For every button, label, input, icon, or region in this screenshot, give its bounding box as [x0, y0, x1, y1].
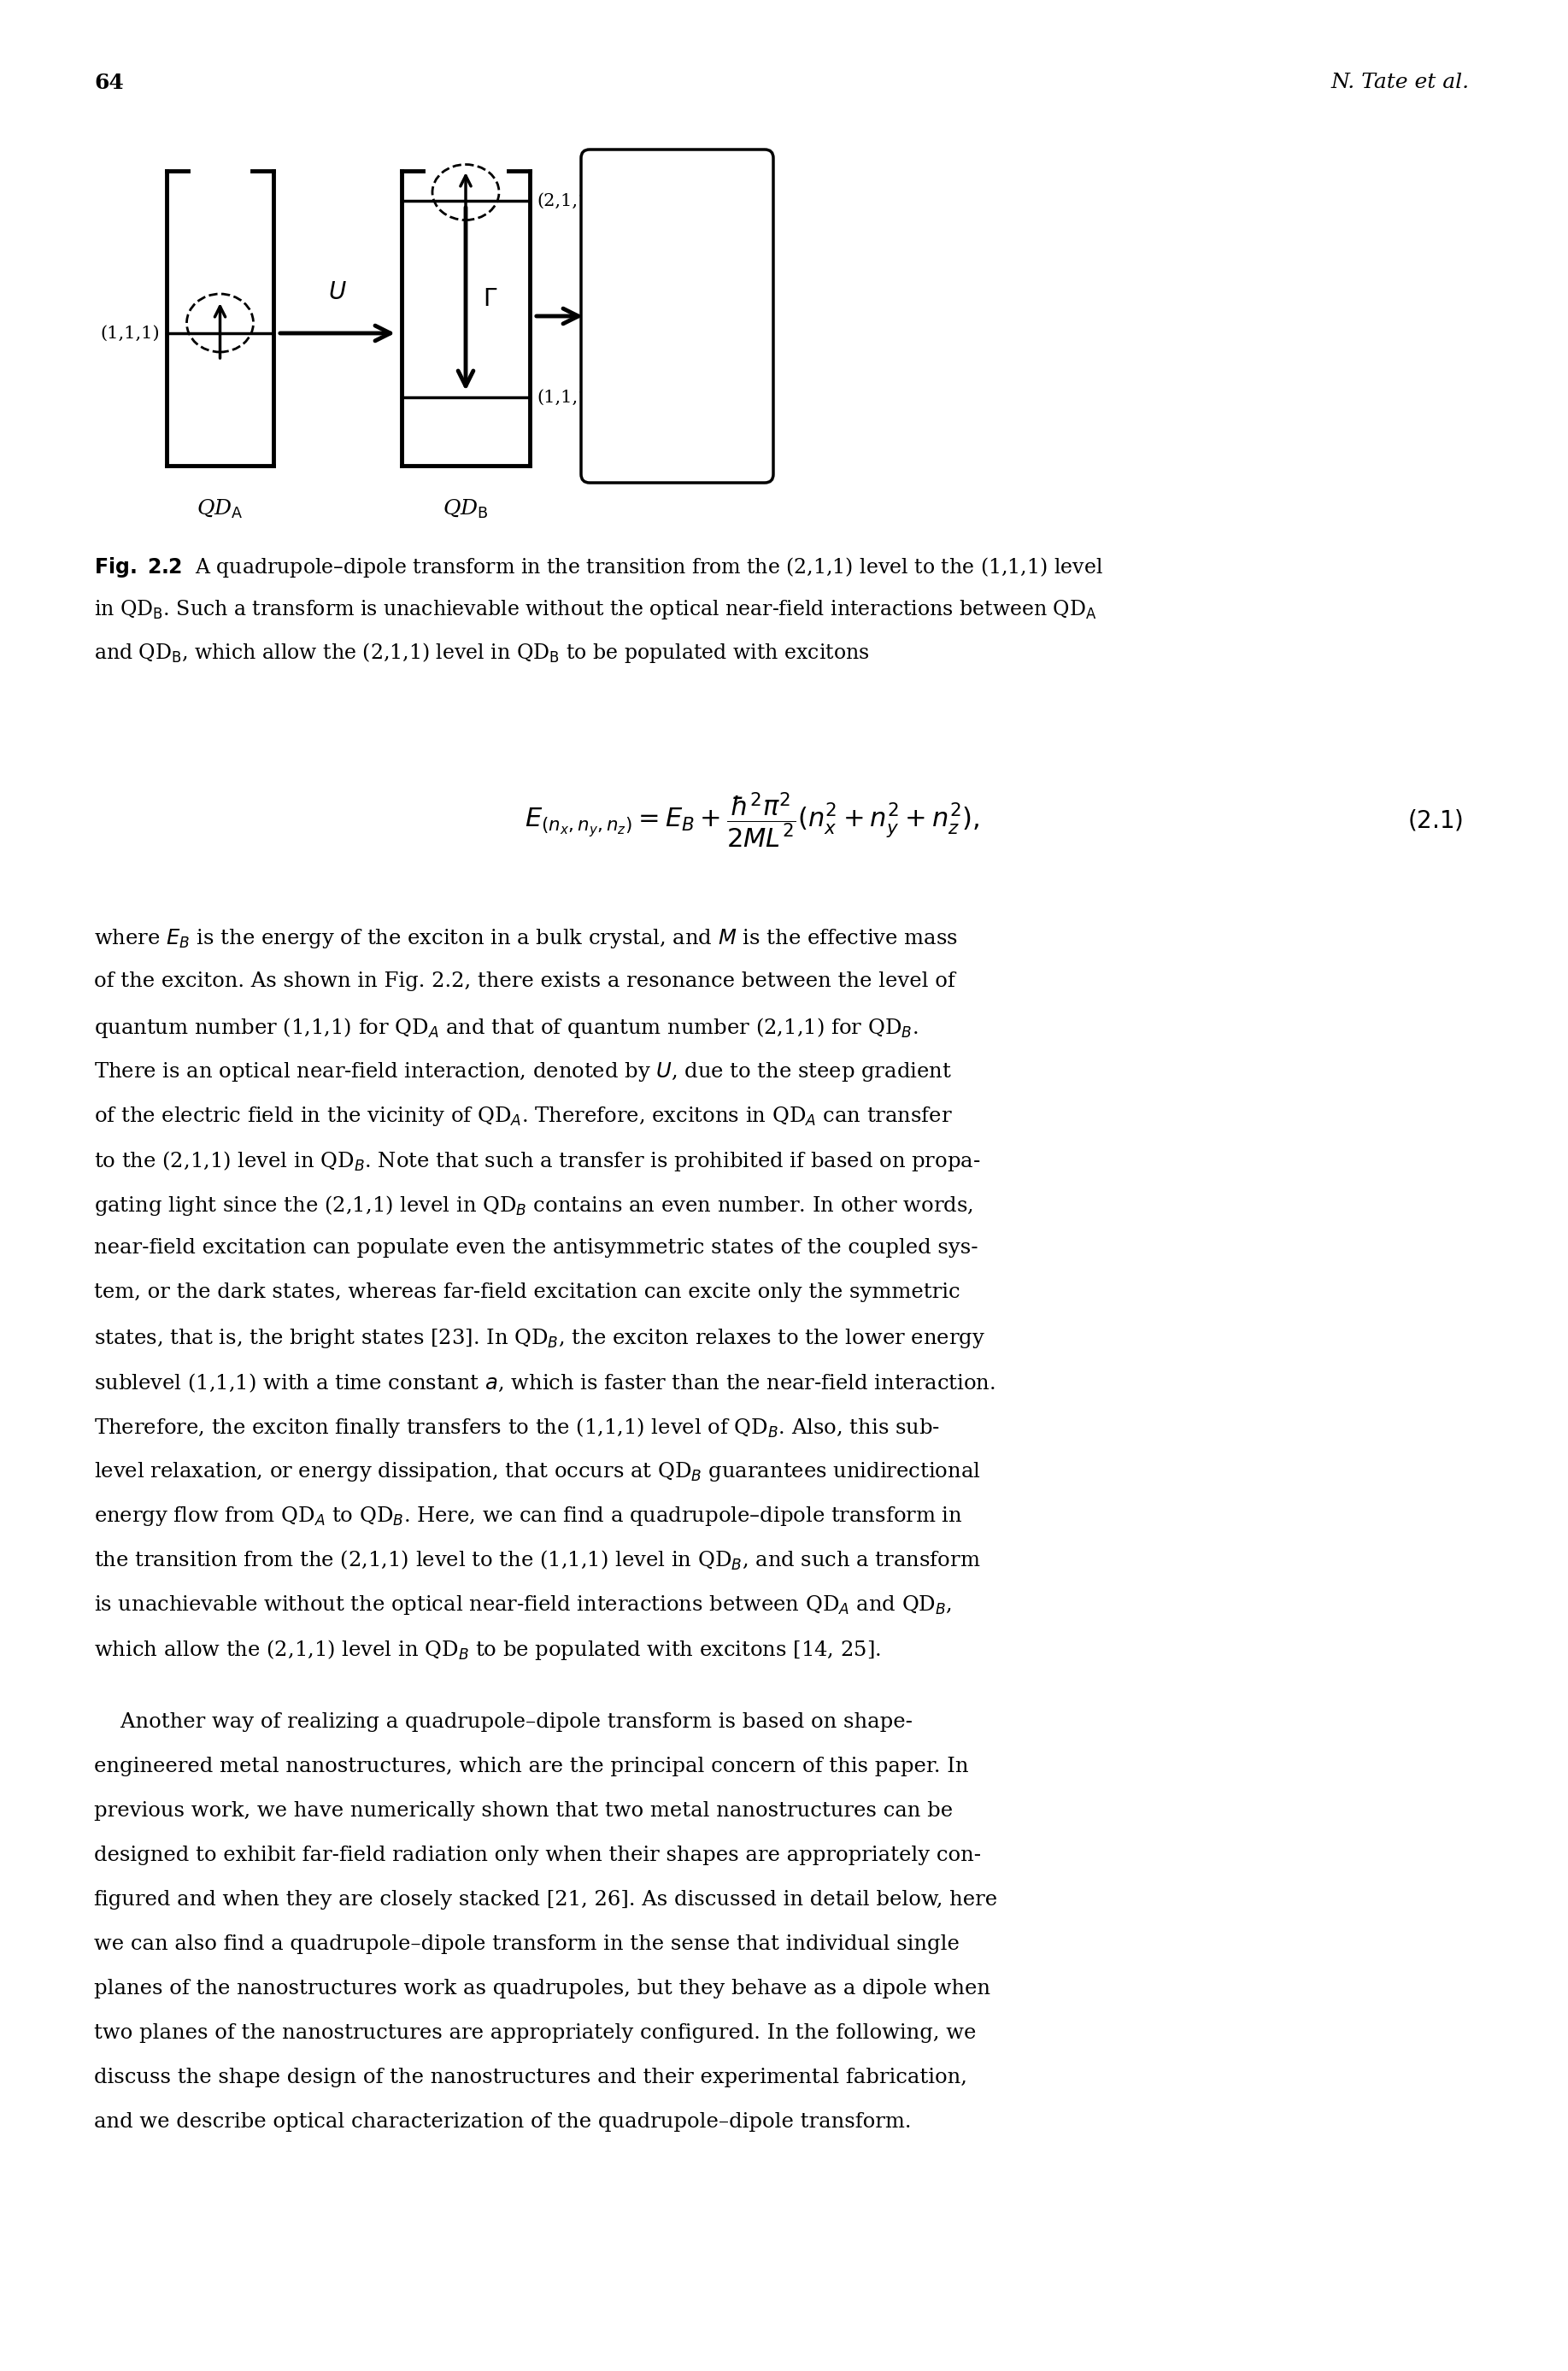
Text: which allow the (2,1,1) level in QD$_B$ to be populated with excitons [14, 25].: which allow the (2,1,1) level in QD$_B$ …	[94, 1638, 881, 1662]
Text: and we describe optical characterization of the quadrupole–dipole transform.: and we describe optical characterization…	[94, 2113, 911, 2132]
Text: tem, or the dark states, whereas far-field excitation can excite only the symmet: tem, or the dark states, whereas far-fie…	[94, 1283, 960, 1302]
Text: discuss the shape design of the nanostructures and their experimental fabricatio: discuss the shape design of the nanostru…	[94, 2068, 967, 2086]
Text: we can also find a quadrupole–dipole transform in the sense that individual sing: we can also find a quadrupole–dipole tra…	[94, 1935, 960, 1954]
Text: Therefore, the exciton finally transfers to the (1,1,1) level of QD$_B$. Also, t: Therefore, the exciton finally transfers…	[94, 1415, 939, 1439]
Text: is unachievable without the optical near-field interactions between QD$_A$ and Q: is unachievable without the optical near…	[94, 1593, 952, 1617]
Text: $\mathbf{Fig.\ 2.2}$  A quadrupole–dipole transform in the transition from the (: $\mathbf{Fig.\ 2.2}$ A quadrupole–dipole…	[94, 555, 1102, 579]
Text: and QD$_\mathrm{B}$, which allow the (2,1,1) level in QD$_\mathrm{B}$ to be popu: and QD$_\mathrm{B}$, which allow the (2,…	[94, 640, 870, 664]
Text: 64: 64	[94, 74, 124, 92]
Text: N. Tate et al.: N. Tate et al.	[1331, 74, 1469, 92]
Text: gating light since the (2,1,1) level in QD$_B$ contains an even number. In other: gating light since the (2,1,1) level in …	[94, 1193, 974, 1219]
Text: where $E_B$ is the energy of the exciton in a bulk crystal, and $M$ is the effec: where $E_B$ is the energy of the exciton…	[94, 927, 958, 951]
Text: energy flow from QD$_A$ to QD$_B$. Here, we can find a quadrupole–dipole transfo: energy flow from QD$_A$ to QD$_B$. Here,…	[94, 1506, 963, 1527]
Text: figured and when they are closely stacked [21, 26]. As discussed in detail below: figured and when they are closely stacke…	[94, 1890, 997, 1909]
Text: previous work, we have numerically shown that two metal nanostructures can be: previous work, we have numerically shown…	[94, 1802, 953, 1821]
Text: $(2.1)$: $(2.1)$	[1408, 809, 1463, 832]
Text: quantum number (1,1,1) for QD$_A$ and that of quantum number (2,1,1) for QD$_B$.: quantum number (1,1,1) for QD$_A$ and th…	[94, 1015, 919, 1041]
Text: (1,1,1): (1,1,1)	[536, 389, 596, 405]
Text: level relaxation, or energy dissipation, that occurs at QD$_B$ guarantees unidir: level relaxation, or energy dissipation,…	[94, 1461, 980, 1484]
Text: $U$: $U$	[328, 280, 347, 303]
Text: sublevel (1,1,1) with a time constant $a$, which is faster than the near-field i: sublevel (1,1,1) with a time constant $a…	[94, 1370, 996, 1394]
Text: of the exciton. As shown in Fig. 2.2, there exists a resonance between the level: of the exciton. As shown in Fig. 2.2, th…	[94, 972, 955, 991]
Text: two planes of the nanostructures are appropriately configured. In the following,: two planes of the nanostructures are app…	[94, 2022, 977, 2044]
Text: to the (2,1,1) level in QD$_B$. Note that such a transfer is prohibited if based: to the (2,1,1) level in QD$_B$. Note tha…	[94, 1150, 980, 1174]
Text: QD$_\mathrm{A}$: QD$_\mathrm{A}$	[196, 498, 243, 522]
Text: Dipole: Dipole	[641, 396, 713, 415]
Text: There is an optical near-field interaction, denoted by $U$, due to the steep gra: There is an optical near-field interacti…	[94, 1060, 952, 1084]
Text: in QD$_\mathrm{B}$. Such a transform is unachievable without the optical near-fi: in QD$_\mathrm{B}$. Such a transform is …	[94, 597, 1098, 621]
FancyBboxPatch shape	[582, 149, 773, 484]
Text: Quadrupole: Quadrupole	[612, 190, 743, 211]
Text: near-field excitation can populate even the antisymmetric states of the coupled : near-field excitation can populate even …	[94, 1238, 978, 1257]
Text: designed to exhibit far-field radiation only when their shapes are appropriately: designed to exhibit far-field radiation …	[94, 1845, 982, 1866]
Text: the transition from the (2,1,1) level to the (1,1,1) level in QD$_B$, and such a: the transition from the (2,1,1) level to…	[94, 1548, 980, 1572]
Text: $\Gamma$: $\Gamma$	[483, 287, 497, 311]
Text: $E_{(n_x,n_y,n_z)} = E_B + \dfrac{\hbar^2\pi^2}{2ML^2}(n_x^2 + n_y^2 + n_z^2),$: $E_{(n_x,n_y,n_z)} = E_B + \dfrac{\hbar^…	[525, 790, 980, 849]
Text: (2,1,1): (2,1,1)	[536, 192, 596, 209]
Text: planes of the nanostructures work as quadrupoles, but they behave as a dipole wh: planes of the nanostructures work as qua…	[94, 1980, 991, 1999]
Text: engineered metal nanostructures, which are the principal concern of this paper. : engineered metal nanostructures, which a…	[94, 1757, 969, 1776]
Text: Another way of realizing a quadrupole–dipole transform is based on shape-: Another way of realizing a quadrupole–di…	[94, 1712, 913, 1731]
Text: of the electric field in the vicinity of QD$_A$. Therefore, excitons in QD$_A$ c: of the electric field in the vicinity of…	[94, 1105, 953, 1129]
Text: states, that is, the bright states [23]. In QD$_B$, the exciton relaxes to the l: states, that is, the bright states [23].…	[94, 1328, 985, 1349]
Text: QD$_\mathrm{B}$: QD$_\mathrm{B}$	[442, 498, 489, 522]
Text: (1,1,1): (1,1,1)	[100, 325, 160, 341]
